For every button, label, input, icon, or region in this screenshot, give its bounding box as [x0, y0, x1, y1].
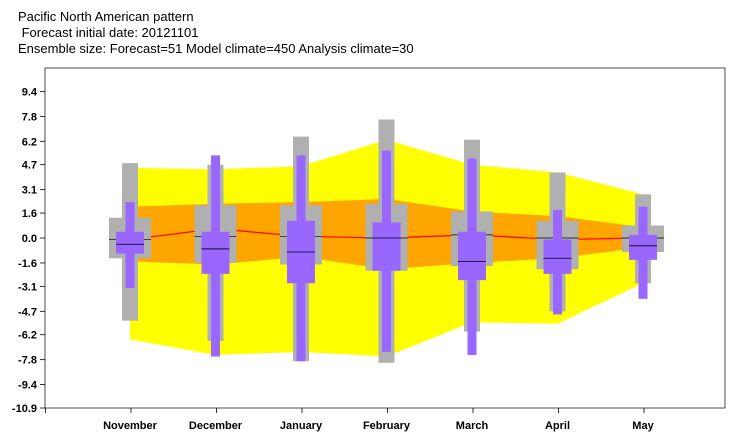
x-tick-label: December [189, 420, 243, 432]
y-tick-label: -10.9 [12, 403, 37, 415]
forecast-box [629, 234, 657, 260]
y-tick-label: 7.8 [22, 111, 37, 123]
chart-subtitle-date: Forecast initial date: 20121101 [18, 25, 199, 40]
forecast-box [372, 222, 401, 271]
chart-title: Pacific North American pattern [18, 9, 194, 24]
forecast-box [116, 231, 144, 254]
y-tick-label: 9.4 [22, 86, 38, 98]
x-tick-label: February [363, 420, 411, 432]
y-tick-label: -7.8 [18, 355, 37, 367]
y-tick-label: 0.0 [22, 233, 37, 245]
y-tick-label: 4.7 [22, 160, 37, 172]
chart-subtitle-ensemble: Ensemble size: Forecast=51 Model climate… [18, 41, 414, 56]
forecast-box [543, 239, 572, 274]
y-tick-label: -4.7 [18, 306, 37, 318]
y-tick-label: 6.2 [22, 136, 37, 148]
forecast-box [458, 231, 486, 281]
y-tick-label: -3.1 [18, 281, 37, 293]
x-tick-label: May [632, 420, 654, 432]
x-tick-label: November [103, 420, 158, 432]
y-tick-label: -1.6 [18, 258, 37, 270]
y-tick-label: 3.1 [22, 185, 37, 197]
y-tick-label: 1.6 [22, 208, 37, 220]
y-tick-label: -9.4 [18, 380, 38, 392]
forecast-box [201, 231, 230, 274]
x-tick-label: January [280, 420, 323, 432]
x-tick-label: April [545, 420, 570, 432]
y-tick-label: -6.2 [18, 330, 37, 342]
x-tick-label: March [456, 420, 489, 432]
